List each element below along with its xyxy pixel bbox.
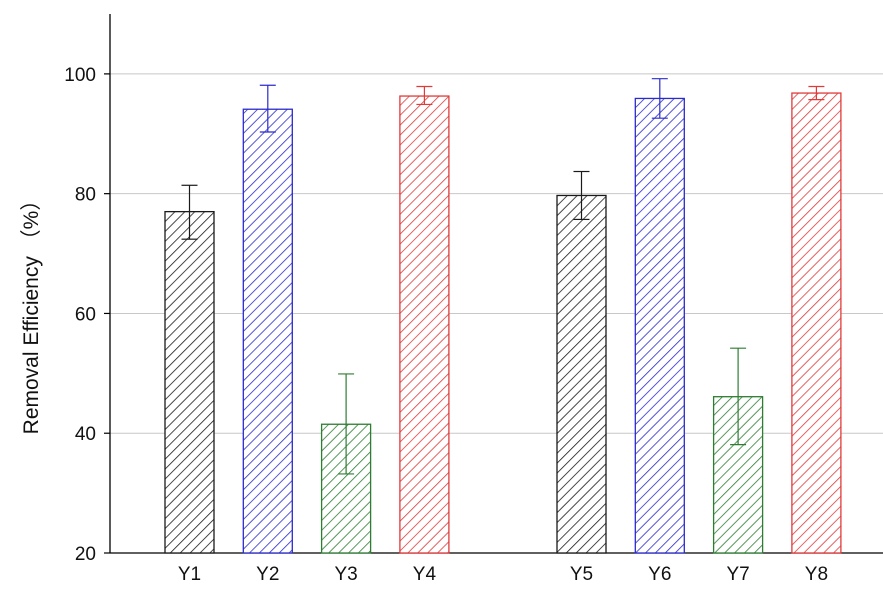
x-tick-label: Y4: [413, 564, 437, 585]
error-bar-y1: [181, 184, 198, 240]
y-tick-label: 20: [75, 544, 96, 565]
x-tick-label: Y5: [570, 564, 593, 585]
error-bar-y8: [808, 85, 825, 101]
bar-y1: [164, 210, 215, 554]
x-tick-label: Y8: [805, 564, 828, 585]
y-tick-label: 60: [75, 304, 96, 325]
error-bars: [181, 78, 825, 475]
error-bar-y4: [416, 85, 433, 106]
x-tick-label: Y7: [726, 564, 749, 585]
axes: [104, 14, 883, 554]
x-tick-label: Y1: [178, 564, 201, 585]
y-tick-label: 100: [64, 65, 96, 86]
error-bar-y5: [573, 170, 590, 221]
x-tick-label: Y2: [256, 564, 279, 585]
bar-y4: [399, 95, 450, 554]
gridlines: [110, 73, 883, 434]
y-axis-label: Removal Efficiency （%）: [20, 190, 43, 435]
bars: [164, 92, 842, 554]
bar-y2: [242, 108, 293, 554]
bar-y6: [634, 97, 685, 554]
y-tick-label: 80: [75, 185, 96, 206]
bar-y5: [556, 194, 607, 554]
error-bar-y6: [651, 78, 668, 119]
x-tick-label: Y3: [334, 564, 357, 585]
x-tick-label: Y6: [648, 564, 671, 585]
error-bar-y2: [259, 84, 276, 133]
y-tick-label: 40: [75, 424, 96, 445]
tick-labels: 20 40 60 80 100 Y1 Y2 Y3 Y4 Y5 Y6 Y7 Y8: [64, 65, 828, 585]
error-bar-y3: [338, 373, 355, 475]
bar-y8: [791, 92, 842, 554]
error-bar-y7: [730, 347, 747, 446]
